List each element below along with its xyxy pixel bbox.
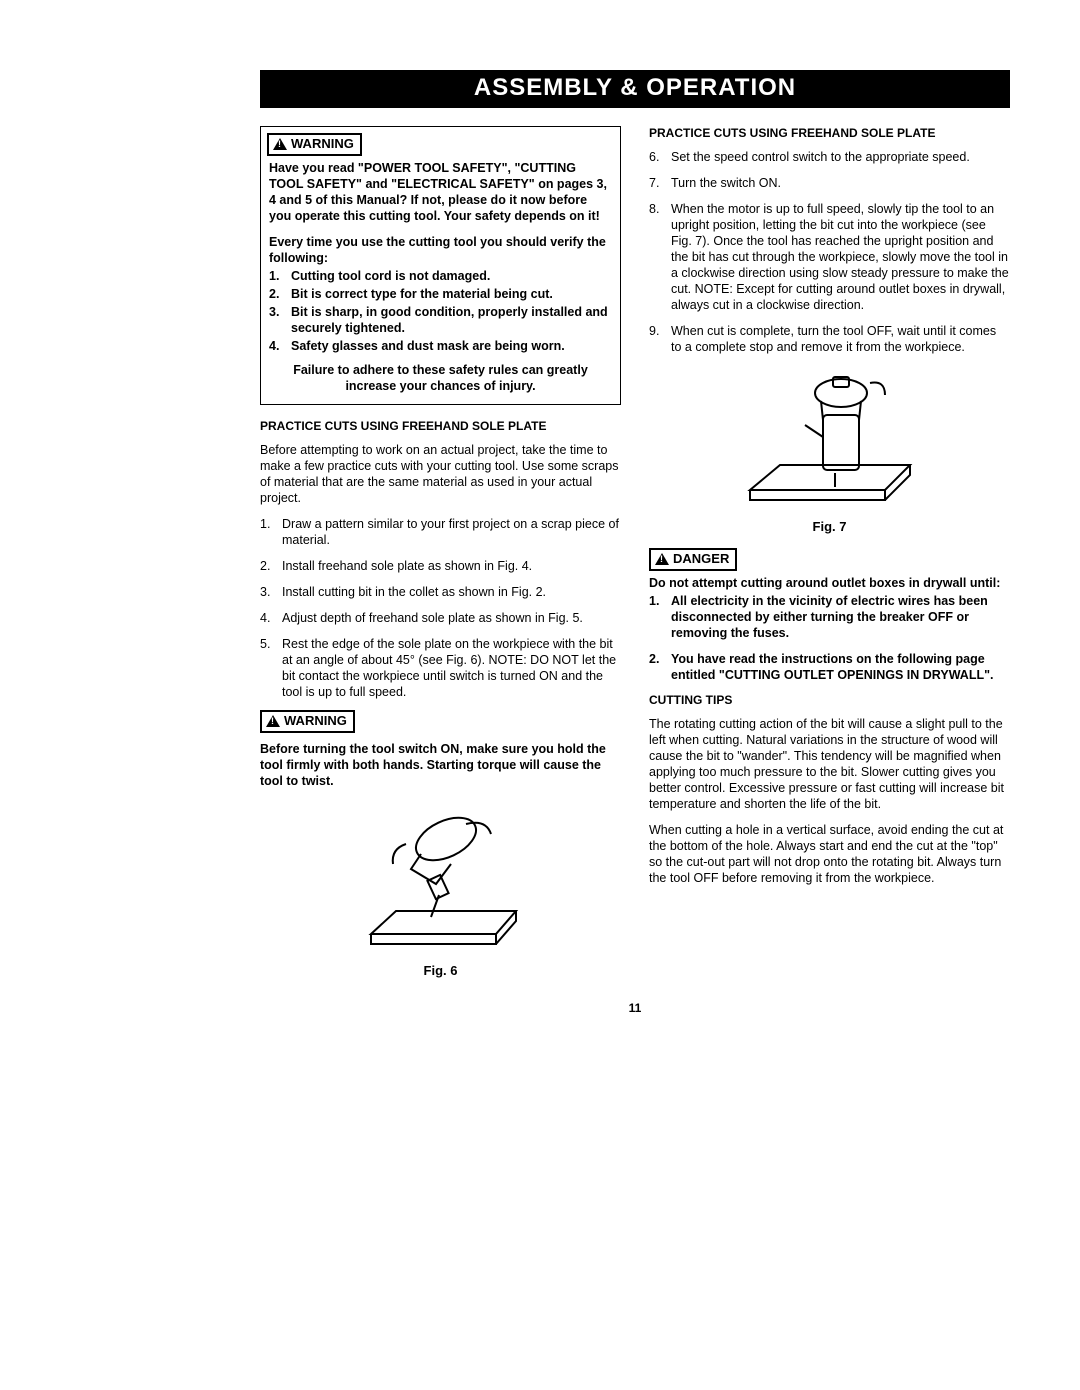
warning-block-inline: WARNING [260, 710, 621, 737]
step-item: Install cutting bit in the collet as sho… [282, 584, 546, 600]
verify-intro: Every time you use the cutting tool you … [269, 234, 612, 266]
manual-page: ASSEMBLY & OPERATION WARNING Have you re… [0, 0, 1080, 1015]
figure-6-illustration [351, 799, 531, 959]
section-banner: ASSEMBLY & OPERATION [260, 70, 1010, 108]
figure-7-label: Fig. 7 [649, 519, 1010, 536]
danger-item: All electricity in the vicinity of elect… [671, 593, 1010, 641]
practice-steps-right: 6.Set the speed control switch to the ap… [649, 149, 1010, 355]
step-item: When cut is complete, turn the tool OFF,… [671, 323, 1010, 355]
practice-heading-left: PRACTICE CUTS USING FREEHAND SOLE PLATE [260, 419, 621, 434]
step-item: Install freehand sole plate as shown in … [282, 558, 532, 574]
tips-paragraph-2: When cutting a hole in a vertical surfac… [649, 822, 1010, 886]
danger-item: You have read the instructions on the fo… [671, 651, 1010, 683]
step-item: Rest the edge of the sole plate on the w… [282, 636, 621, 700]
figure-6-label: Fig. 6 [260, 963, 621, 980]
verify-item: Safety glasses and dust mask are being w… [291, 338, 565, 354]
danger-label: DANGER [673, 551, 729, 568]
step-item: Adjust depth of freehand sole plate as s… [282, 610, 583, 626]
danger-badge: DANGER [649, 548, 737, 571]
warning-label: WARNING [291, 136, 354, 153]
practice-heading-right: PRACTICE CUTS USING FREEHAND SOLE PLATE [649, 126, 1010, 141]
verify-list: 1.Cutting tool cord is not damaged. 2.Bi… [269, 268, 612, 354]
verify-item: Bit is correct type for the material bei… [291, 286, 553, 302]
warning-triangle-icon [273, 138, 287, 150]
practice-steps-left: 1.Draw a pattern similar to your first p… [260, 516, 621, 700]
warning-block-main: WARNING Have you read "POWER TOOL SAFETY… [260, 126, 621, 405]
failure-text: Failure to adhere to these safety rules … [275, 362, 606, 394]
step-item: When the motor is up to full speed, slow… [671, 201, 1010, 313]
two-column-layout: WARNING Have you read "POWER TOOL SAFETY… [260, 126, 1010, 979]
warning-intro-text: Have you read "POWER TOOL SAFETY", "CUTT… [269, 160, 612, 224]
warning-badge-2: WARNING [260, 710, 355, 733]
left-column: WARNING Have you read "POWER TOOL SAFETY… [260, 126, 621, 979]
warning-label-2: WARNING [284, 713, 347, 730]
verify-item: Bit is sharp, in good condition, properl… [291, 304, 612, 336]
step-item: Draw a pattern similar to your first pro… [282, 516, 621, 548]
tips-paragraph-1: The rotating cutting action of the bit w… [649, 716, 1010, 812]
figure-7-illustration [735, 365, 925, 515]
danger-intro: Do not attempt cutting around outlet box… [649, 575, 1010, 591]
page-number: 11 [260, 1001, 1010, 1015]
cutting-tips-heading: CUTTING TIPS [649, 693, 1010, 708]
right-column: PRACTICE CUTS USING FREEHAND SOLE PLATE … [649, 126, 1010, 979]
warning-badge: WARNING [267, 133, 362, 156]
step-item: Set the speed control switch to the appr… [671, 149, 970, 165]
danger-list: 1.All electricity in the vicinity of ele… [649, 593, 1010, 683]
verify-item: Cutting tool cord is not damaged. [291, 268, 490, 284]
warning-triangle-icon [266, 715, 280, 727]
step-item: Turn the switch ON. [671, 175, 781, 191]
danger-triangle-icon [655, 553, 669, 565]
warning2-text: Before turning the tool switch ON, make … [260, 741, 621, 789]
danger-block: DANGER [649, 548, 1010, 575]
practice-intro: Before attempting to work on an actual p… [260, 442, 621, 506]
